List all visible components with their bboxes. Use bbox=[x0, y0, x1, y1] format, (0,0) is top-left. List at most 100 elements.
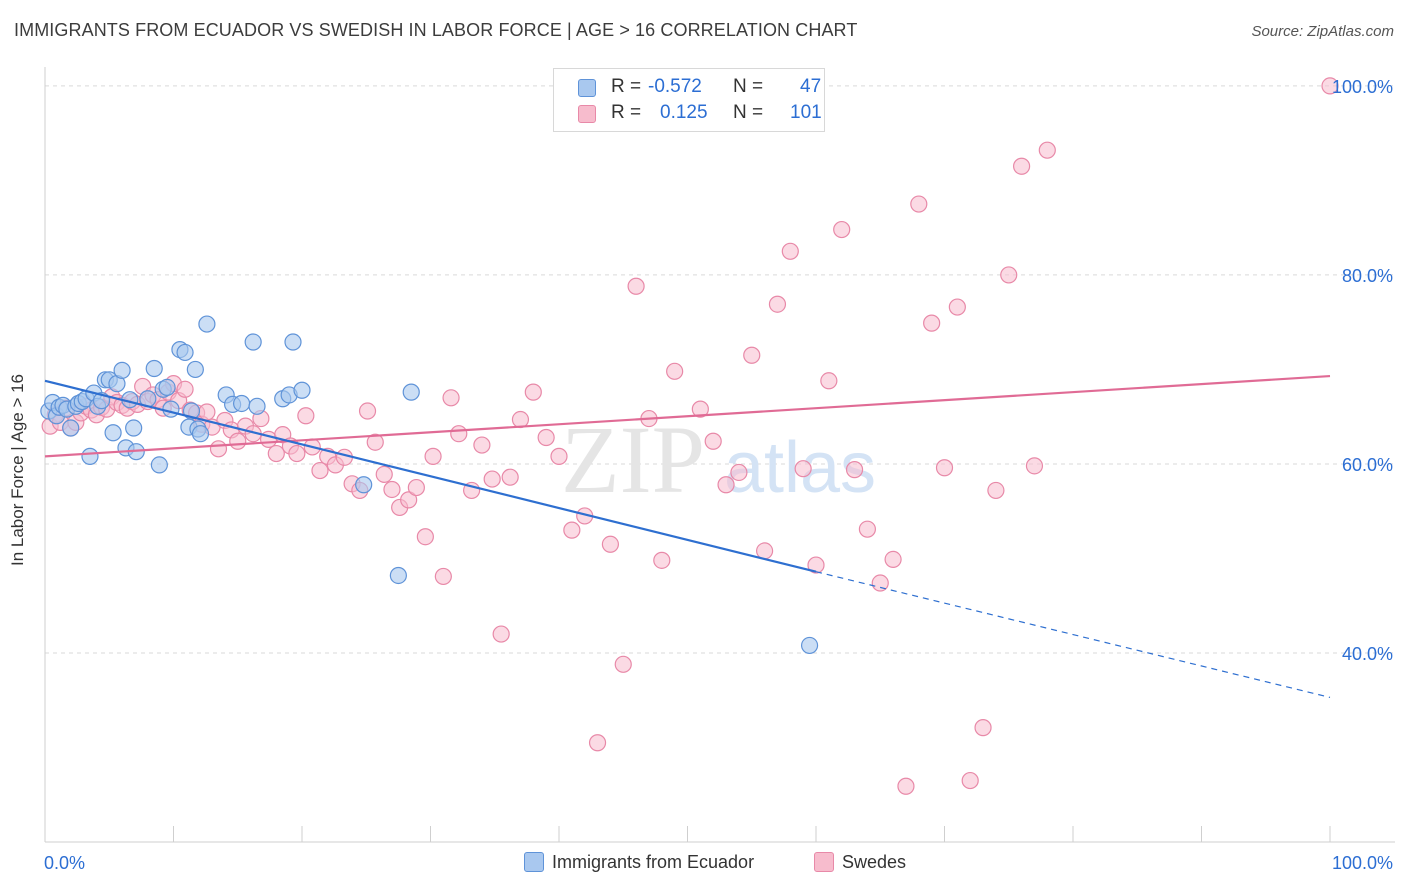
swedes-point bbox=[442, 389, 460, 407]
swedes-point bbox=[987, 481, 1005, 500]
swedes-point bbox=[383, 480, 401, 499]
chart-title: IMMIGRANTS FROM ECUADOR VS SWEDISH IN LA… bbox=[14, 20, 858, 40]
swedes-point bbox=[424, 447, 442, 465]
ecuador-point bbox=[233, 394, 251, 413]
ecuador-point bbox=[355, 476, 373, 494]
axes bbox=[44, 67, 1395, 843]
ecuador-trend-extension bbox=[815, 571, 1331, 698]
n-value: 47 bbox=[800, 76, 822, 97]
swedes-point bbox=[807, 556, 825, 574]
swedes-point bbox=[653, 551, 671, 569]
swedes-point bbox=[537, 428, 555, 447]
ecuador-point bbox=[62, 419, 80, 437]
swedes-point bbox=[910, 195, 928, 213]
swedes-point bbox=[407, 478, 425, 497]
swedes-point bbox=[1000, 266, 1018, 284]
swedes-point bbox=[400, 491, 418, 509]
ecuador-point bbox=[81, 447, 99, 465]
swedes-point bbox=[627, 277, 645, 295]
ecuador-point bbox=[248, 397, 266, 415]
swedes-point bbox=[781, 242, 799, 260]
swedes-point bbox=[358, 402, 377, 420]
swedes-point bbox=[666, 362, 684, 380]
ecuador-point bbox=[389, 566, 407, 585]
ecuador-point bbox=[104, 424, 122, 442]
ecuador-point bbox=[150, 456, 168, 474]
swedes-point bbox=[858, 520, 877, 538]
ecuador-point bbox=[125, 419, 143, 437]
legend-item-ecuador[interactable]: Immigrants from Ecuador bbox=[524, 852, 754, 873]
n-label: N = bbox=[733, 76, 764, 97]
grid-lines bbox=[45, 85, 1395, 654]
r-label: R = bbox=[611, 102, 642, 123]
swedes-point bbox=[524, 383, 542, 401]
swedes-point bbox=[288, 444, 306, 463]
swedes-point bbox=[563, 521, 581, 539]
swedes-point bbox=[833, 220, 851, 239]
swedes-point bbox=[897, 777, 915, 795]
swedes-point bbox=[961, 771, 979, 790]
swedes-point bbox=[366, 433, 384, 451]
swedes-point bbox=[935, 459, 954, 477]
ecuador-point bbox=[198, 315, 216, 333]
ecuador-point bbox=[158, 378, 176, 396]
swedes-point bbox=[473, 436, 491, 454]
ecuador-point bbox=[293, 381, 311, 399]
ecuador-legend-swatch bbox=[524, 852, 544, 872]
n-label: N = bbox=[733, 102, 764, 123]
swedes-point bbox=[1038, 141, 1056, 159]
ecuador-trend-line bbox=[44, 379, 817, 573]
x-tick-label: 0.0% bbox=[44, 853, 85, 873]
swedes-point bbox=[601, 535, 620, 553]
swedes-point bbox=[501, 468, 519, 486]
watermark: ZIP atlas bbox=[561, 406, 876, 513]
y-tick-label: 80.0% bbox=[1342, 266, 1393, 286]
r-value: -0.572 bbox=[648, 76, 702, 97]
swedes-point bbox=[704, 432, 722, 450]
source-credit: Source: ZipAtlas.com bbox=[1251, 23, 1394, 40]
legend-label-ecuador: Immigrants from Ecuador bbox=[552, 852, 755, 872]
ecuador-point bbox=[113, 361, 131, 379]
swedes-point bbox=[691, 400, 709, 418]
y-axis-label: In Labor Force | Age > 16 bbox=[8, 373, 27, 567]
swedes-point bbox=[794, 460, 812, 478]
swedes-point bbox=[511, 410, 530, 429]
swedes-point bbox=[974, 719, 992, 737]
r-label: R = bbox=[611, 76, 642, 97]
swedes-swatch bbox=[578, 105, 596, 123]
chart-legend: Immigrants from Ecuador Swedes bbox=[0, 852, 1406, 878]
swedes-point bbox=[209, 440, 228, 458]
legend-item-swedes[interactable]: Swedes bbox=[814, 852, 906, 873]
ecuador-point bbox=[186, 360, 204, 379]
y-tick-label: 60.0% bbox=[1342, 455, 1393, 475]
swedes-point bbox=[730, 463, 748, 482]
swedes-point bbox=[871, 574, 889, 592]
swedes-point bbox=[375, 465, 393, 483]
swedes-point bbox=[923, 314, 941, 332]
n-value: 101 bbox=[790, 102, 822, 123]
swedes-point bbox=[717, 476, 735, 494]
swedes-point bbox=[483, 470, 501, 488]
swedes-legend-swatch bbox=[814, 852, 834, 872]
ecuador-point bbox=[145, 359, 163, 378]
ecuador-point bbox=[162, 400, 180, 418]
swedes-point bbox=[948, 298, 966, 316]
swedes-point bbox=[588, 734, 607, 752]
swedes-point bbox=[450, 425, 468, 443]
swedes-point bbox=[768, 295, 787, 313]
swedes-point bbox=[176, 380, 194, 398]
swedes-point bbox=[434, 567, 452, 586]
watermark-zip: ZIP bbox=[561, 406, 705, 513]
ecuador-point bbox=[402, 383, 420, 401]
swedes-point bbox=[1025, 457, 1044, 475]
swedes-point bbox=[229, 432, 247, 450]
swedes-trend-line bbox=[44, 374, 1331, 458]
swedes-point bbox=[492, 625, 510, 643]
ecuador-point bbox=[800, 636, 819, 655]
y-tick-label: 40.0% bbox=[1342, 644, 1393, 664]
ecuador-points bbox=[40, 315, 819, 655]
x-tick-label: 100.0% bbox=[1332, 853, 1393, 873]
legend-label-swedes: Swedes bbox=[842, 852, 907, 872]
swedes-point bbox=[550, 447, 568, 465]
